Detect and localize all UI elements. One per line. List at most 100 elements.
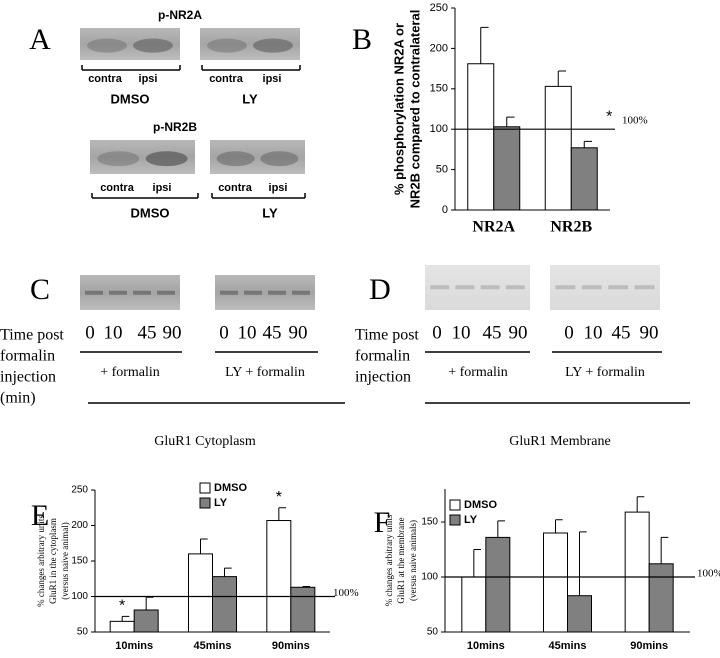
y-tick-label: 200 (71, 520, 88, 531)
y-axis-label: GluR1 in the cytoplasm (48, 518, 58, 604)
lane-label: 45 (612, 322, 631, 343)
blot-band (555, 285, 576, 290)
blot-image (550, 265, 660, 310)
lane-label: 10 (584, 322, 603, 343)
condition-label: LY + formalin (565, 365, 645, 380)
lane-label: 0 (432, 322, 442, 343)
error-bar (121, 615, 130, 622)
row-label: injection (355, 369, 411, 386)
blot-band (133, 38, 173, 53)
reference-label: 100% (697, 568, 720, 580)
error-bar (583, 140, 593, 148)
legend-swatch (449, 499, 461, 511)
y-axis-label: NR2B compared to contralateral (407, 10, 422, 209)
lane-label: 10 (104, 322, 123, 343)
bar (567, 595, 592, 633)
lane-label: contra (209, 73, 244, 85)
row-label: Time post (355, 327, 419, 344)
bar (543, 532, 568, 633)
blot-band (260, 151, 299, 167)
legend-swatch (449, 514, 461, 526)
condition-label: LY + formalin (225, 365, 305, 380)
bar (212, 576, 237, 633)
blot-band (157, 290, 175, 295)
lane-label: 45 (263, 322, 282, 343)
panel-letter: F (374, 506, 391, 539)
y-tick-label: 50 (436, 164, 448, 176)
panel-letter: C (30, 273, 50, 306)
lane-label: 10 (452, 322, 471, 343)
y-tick-label: 200 (430, 42, 448, 54)
lane-label: ipsi (139, 73, 158, 85)
x-tick-label: 90mins (630, 640, 668, 652)
error-bar (224, 567, 232, 577)
lane-label: 45 (138, 322, 157, 343)
condition-label: + formalin (100, 365, 160, 380)
bar (467, 63, 495, 211)
blot-band (109, 290, 127, 295)
blot-band (505, 285, 525, 290)
panel-letter: E (31, 499, 49, 532)
blot-band (608, 285, 629, 290)
y-tick-label: 0 (442, 204, 448, 216)
y-axis-label: % changes arbitrary units (36, 515, 46, 607)
lane-label: 10 (238, 322, 257, 343)
x-tick-label: NR2A (472, 219, 515, 236)
bar (461, 576, 487, 633)
panel-letter: B (352, 23, 372, 56)
row-label: Time post (0, 327, 64, 344)
error-bar (278, 507, 287, 521)
caption: GluR1 Membrane (509, 434, 610, 449)
bar (493, 126, 521, 211)
legend-swatch (199, 482, 211, 494)
y-axis-label: (versus naive animals) (408, 520, 418, 601)
blot-band (430, 285, 450, 290)
blot-band (133, 290, 151, 295)
y-tick-label: 150 (421, 517, 438, 528)
bar (188, 553, 213, 633)
bar (648, 563, 674, 633)
significance-star: * (119, 598, 125, 615)
significance-star: * (606, 108, 612, 125)
caption: GluR1 Cytoplasm (154, 434, 256, 449)
lane-label: contra (100, 182, 135, 194)
blot-band (292, 290, 310, 295)
bar (133, 609, 159, 633)
legend-label: DMSO (214, 482, 247, 494)
bar (570, 147, 598, 211)
error-bar (555, 519, 563, 533)
bar (624, 511, 650, 633)
y-tick-label: 150 (430, 83, 448, 95)
legend-label: LY (464, 514, 478, 526)
y-tick-label: 50 (427, 627, 439, 638)
reference-label: 100% (622, 115, 648, 127)
lane-label: 90 (640, 322, 659, 343)
lane-label: 90 (163, 322, 182, 343)
bar (266, 520, 292, 633)
blot-image (425, 265, 530, 310)
row-label: formalin (0, 348, 55, 365)
x-tick-label: 45mins (194, 640, 232, 652)
blot-image (210, 140, 305, 174)
lane-label: contra (88, 73, 123, 85)
legend-swatch (199, 497, 211, 509)
blot-band (253, 38, 293, 53)
reference-label: 100% (333, 587, 359, 599)
x-tick-label: 10mins (115, 640, 153, 652)
error-bar (557, 70, 567, 87)
panel-letter: A (29, 23, 51, 56)
blot-band (634, 285, 655, 290)
legend-label: DMSO (464, 499, 497, 511)
blot-band (216, 151, 255, 167)
error-bar (480, 26, 489, 64)
lane-label: 90 (289, 322, 308, 343)
blot-band (581, 285, 602, 290)
bar (290, 586, 316, 633)
panel-letter: D (369, 273, 391, 306)
y-tick-label: 250 (71, 485, 88, 496)
bar (485, 536, 511, 633)
y-axis-label: % phosphorylation NR2A or (391, 23, 406, 195)
error-bar (145, 596, 154, 610)
condition-label: LY (262, 205, 278, 220)
